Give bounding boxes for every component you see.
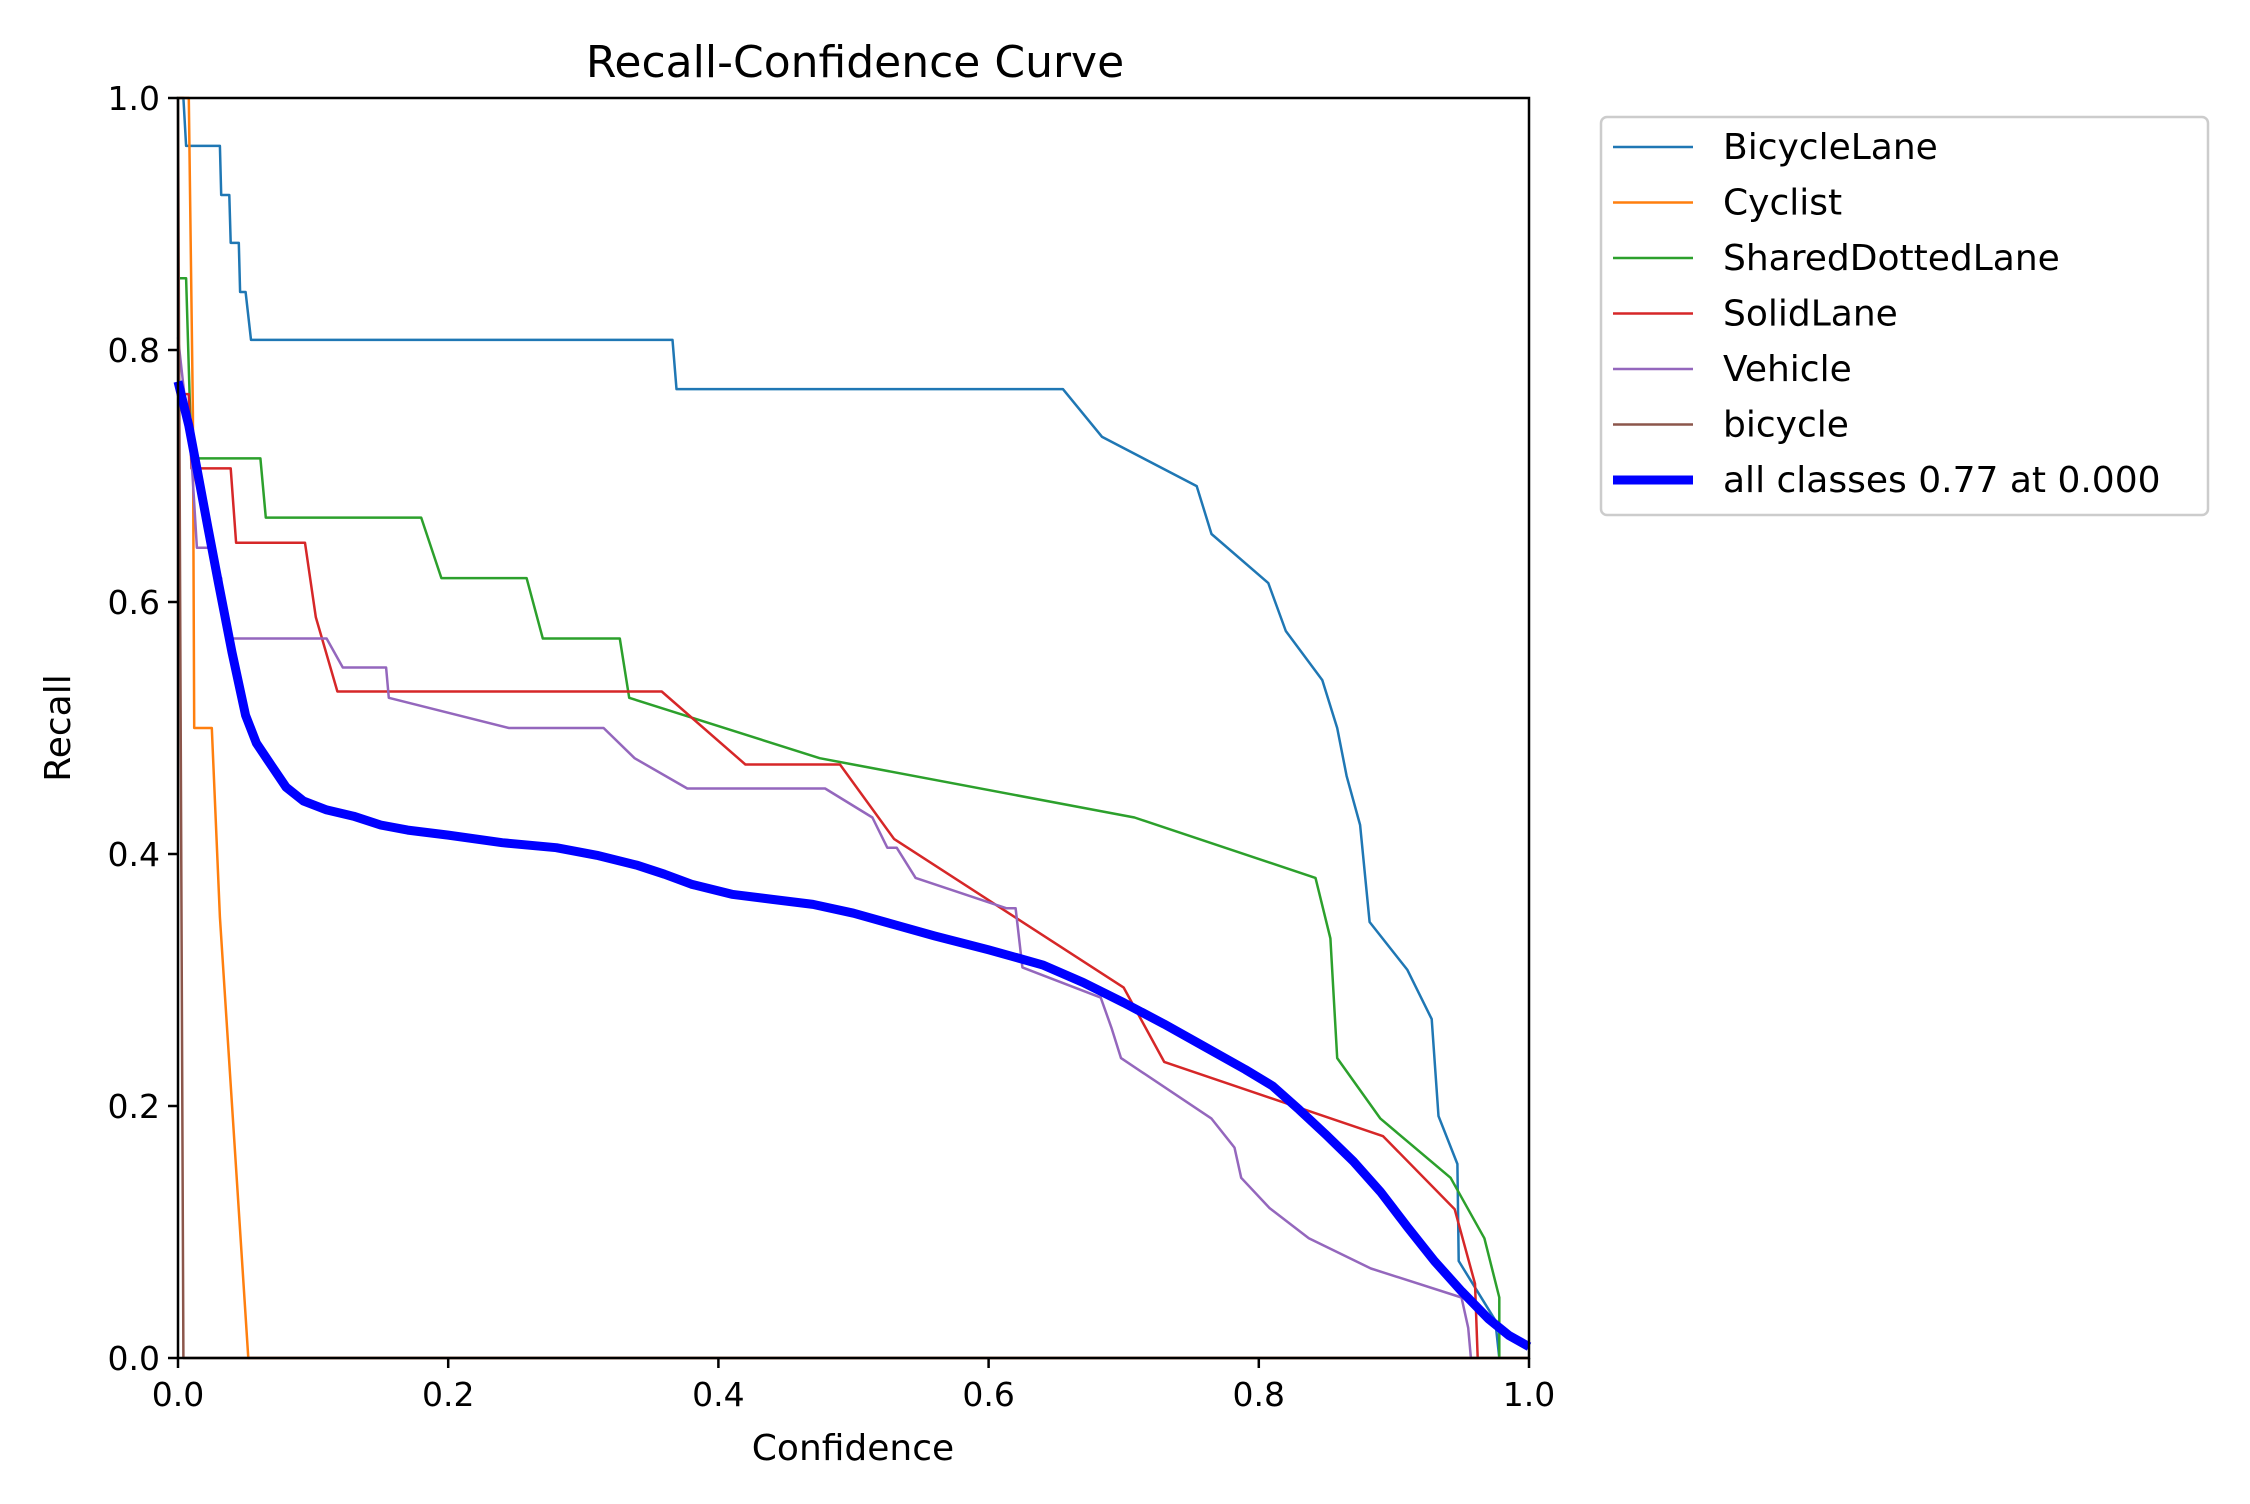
- legend-label-bicyclelane: BicycleLane: [1723, 127, 1938, 168]
- series-line-bicyclelane: [178, 96, 1501, 1359]
- plot-frame: [176, 96, 1531, 1360]
- legend-label-vehicle: Vehicle: [1723, 349, 1852, 390]
- x-tick-label: 0.0: [152, 1375, 204, 1414]
- x-tick-label: 0.8: [1233, 1375, 1285, 1414]
- legend: BicycleLane Cyclist SharedDottedLane SolidL…: [1599, 115, 2210, 517]
- x-tick-label: 0.4: [692, 1375, 744, 1414]
- y-axis-label: Recall: [38, 674, 79, 781]
- legend-items: BicycleLane Cyclist SharedDottedLane SolidL…: [1613, 127, 2161, 501]
- legend-label-bicycle: bicycle: [1723, 405, 1849, 446]
- series-line-cyclist: [178, 96, 1529, 1360]
- chart-title: Recall-Confidence Curve: [586, 37, 1124, 88]
- y-tick-label: 0.0: [108, 1339, 160, 1378]
- x-tick-label: 0.6: [962, 1375, 1014, 1414]
- x-axis-label: Confidence: [752, 1428, 954, 1469]
- y-tick-label: 1.0: [108, 79, 160, 118]
- legend-label-solidlane: SolidLane: [1723, 294, 1898, 335]
- legend-box: [1599, 115, 2210, 517]
- series-line-all-classes-0-77-at-0-000: [173, 380, 1532, 1351]
- legend-label-all-classes-0-77-at-0-000: all classes 0.77 at 0.000: [1723, 460, 2161, 501]
- x-tick-label: 0.2: [422, 1375, 474, 1414]
- y-tick-label: 0.4: [108, 835, 160, 874]
- legend-label-shareddottedlane: SharedDottedLane: [1723, 238, 2060, 279]
- series-line-shareddottedlane: [178, 276, 1501, 1358]
- y-tick-label: 0.8: [108, 331, 160, 370]
- series-line-solidlane: [178, 392, 1479, 1359]
- x-axis-ticks: 0.0 0.2 0.4 0.6 0.8 1.0: [152, 1358, 1555, 1414]
- y-tick-label: 0.2: [108, 1087, 160, 1126]
- legend-label-cyclist: Cyclist: [1723, 183, 1842, 224]
- y-tick-label: 0.6: [108, 583, 160, 622]
- y-axis-ticks: 0.0 0.2 0.4 0.6 0.8 1.0: [108, 79, 178, 1378]
- x-tick-label: 1.0: [1503, 1375, 1555, 1414]
